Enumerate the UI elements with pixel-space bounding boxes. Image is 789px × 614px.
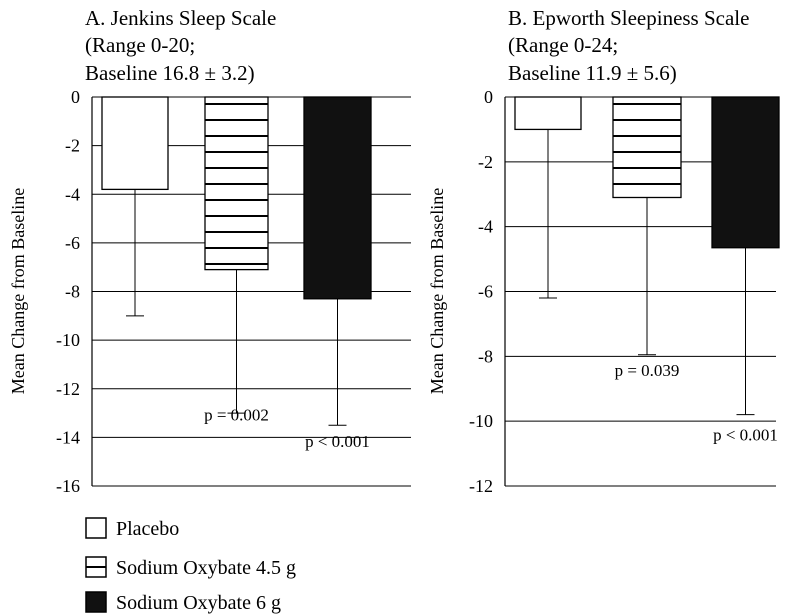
y-tick-label-a: -4 — [65, 184, 80, 204]
legend-swatch-oxybate-6 — [85, 591, 107, 613]
p-value-annotation-a-1: p < 0.001 — [305, 432, 370, 451]
legend-swatch-placebo — [85, 517, 107, 539]
legend-label-placebo: Placebo — [116, 518, 179, 540]
legend-label-oxybate-4-5: Sodium Oxybate 4.5 g — [116, 557, 296, 579]
bar-oxybate-6-a — [303, 96, 372, 300]
y-tick-label-b: -8 — [478, 346, 493, 366]
panel-a-title-line-2: (Range 0-20; — [85, 33, 195, 57]
y-tick-label-a: -10 — [56, 330, 80, 350]
y-tick-label-b: -12 — [469, 476, 493, 496]
panel-b-plot: 0 -2 -4 -6 -8 -10 -12 p = 0.039 p < 0.001 — [469, 87, 780, 496]
y-tick-label-a: -16 — [56, 476, 80, 496]
panel-b-title-line-2: (Range 0-24; — [508, 33, 618, 57]
p-value-annotation-b-0: p = 0.039 — [615, 361, 680, 380]
y-tick-label-b: -2 — [478, 152, 493, 172]
y-tick-label-a: -12 — [56, 379, 80, 399]
y-tick-label-a: 0 — [71, 87, 80, 107]
p-value-annotation-a-0: p = 0.002 — [204, 405, 269, 424]
legend: Placebo Sodium Oxybate 4.5 g Sodium Oxyb… — [85, 517, 296, 614]
y-tick-label-a: -14 — [56, 427, 80, 447]
legend-swatch-oxybate-4-5 — [85, 556, 107, 578]
legend-label-oxybate-6: Sodium Oxybate 6 g — [116, 592, 281, 614]
y-tick-label-b: 0 — [484, 87, 493, 107]
y-tick-label-a: -6 — [65, 233, 80, 253]
panel-a-plot: 0 -2 -4 -6 -8 -10 -12 -14 -16 p = 0.002 p < 0.001 — [56, 87, 411, 496]
bar-oxybate-4-5-a — [204, 96, 269, 271]
p-value-annotation-b-1: p < 0.001 — [713, 426, 778, 445]
bar-oxybate-4-5-b — [612, 96, 682, 199]
y-tick-label-b: -4 — [478, 217, 493, 237]
y-tick-label-b: -6 — [478, 282, 493, 302]
panel-b-title-line-3: Baseline 11.9 ± 5.6) — [508, 61, 677, 85]
bar-oxybate-6-b — [711, 96, 780, 249]
panel-a-ylabel: Mean Change from Baseline — [8, 188, 28, 394]
y-tick-label-a: -8 — [65, 282, 80, 302]
bar-placebo-a — [101, 96, 169, 191]
panel-b-ylabel: Mean Change from Baseline — [427, 188, 447, 394]
y-tick-label-b: -10 — [469, 411, 493, 431]
y-tick-label-a: -2 — [65, 136, 80, 156]
panel-a-title-line-1: A. Jenkins Sleep Scale — [85, 6, 276, 30]
bar-placebo-b — [514, 96, 582, 131]
panel-b-title-line-1: B. Epworth Sleepiness Scale — [508, 6, 749, 30]
panel-a-title-line-3: Baseline 16.8 ± 3.2) — [85, 61, 255, 85]
